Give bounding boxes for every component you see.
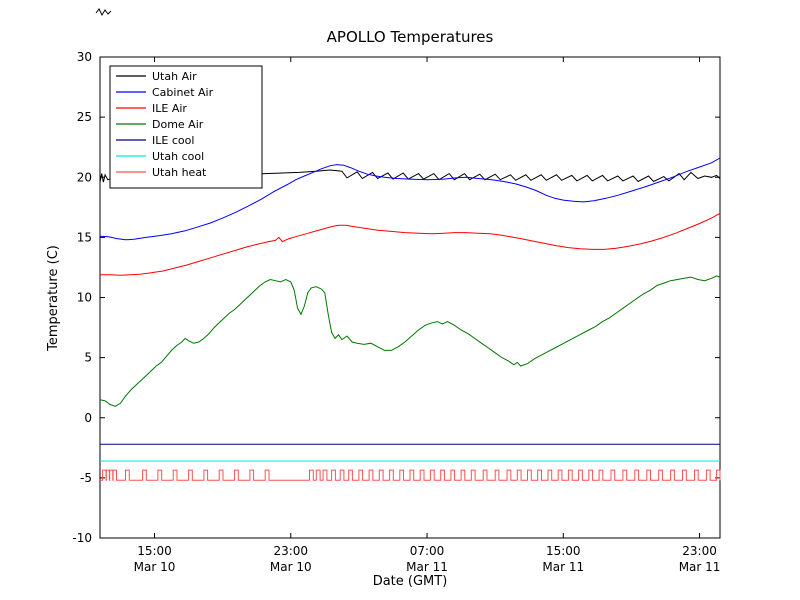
x-tick-date-label: Mar 11: [542, 560, 584, 574]
stray-trace: [95, 8, 112, 17]
legend-entry-label: Cabinet Air: [152, 86, 214, 99]
series-cabinet-air: [99, 157, 721, 241]
y-tick-label: 25: [77, 110, 92, 124]
y-axis-label: Temperature (C): [46, 245, 61, 352]
series-utah-heat: [100, 469, 721, 481]
y-tick-label: 0: [84, 411, 92, 425]
legend-entry-label: Utah heat: [152, 166, 207, 179]
y-tick-label: 5: [84, 351, 92, 365]
x-axis-label: Date (GMT): [373, 574, 448, 589]
legend-box: [109, 65, 263, 189]
x-tick-date-label: Mar 10: [134, 560, 176, 574]
x-tick-time-label: 07:00: [410, 544, 445, 558]
y-tick-label: 20: [77, 170, 92, 184]
chart-title: APOLLO Temperatures: [327, 28, 494, 46]
y-tick-label: 10: [77, 291, 92, 305]
y-tick-label: 30: [77, 50, 92, 64]
legend-entry-label: ILE cool: [152, 134, 194, 147]
x-tick-time-label: 15:00: [137, 544, 172, 558]
axis-ticks: 30 25 20 15 10 5 0 -5 -10 15:00 Mar 10 23:00 Mar 10 0…: [72, 50, 720, 574]
series-ile-air: [100, 212, 721, 276]
legend: Utah Air Cabinet Air ILE Air Dome Air ILE co…: [109, 65, 263, 189]
legend-entry-label: ILE Air: [152, 102, 187, 115]
x-tick-date-label: Mar 11: [406, 560, 448, 574]
y-tick-label: -10: [72, 531, 92, 545]
legend-entry-label: Utah cool: [152, 150, 204, 163]
y-tick-label: -5: [80, 471, 92, 485]
x-tick-time-label: 15:00: [546, 544, 581, 558]
x-tick-date-label: Mar 10: [270, 560, 312, 574]
y-tick-label: 15: [77, 230, 92, 244]
x-tick-date-label: Mar 11: [679, 560, 721, 574]
x-tick-time-label: 23:00: [682, 544, 717, 558]
x-tick-time-label: 23:00: [273, 544, 308, 558]
legend-entry-label: Utah Air: [152, 70, 197, 83]
series-dome-air: [99, 275, 721, 407]
stray-pen-mark: [95, 8, 112, 17]
legend-entry-label: Dome Air: [152, 118, 204, 131]
